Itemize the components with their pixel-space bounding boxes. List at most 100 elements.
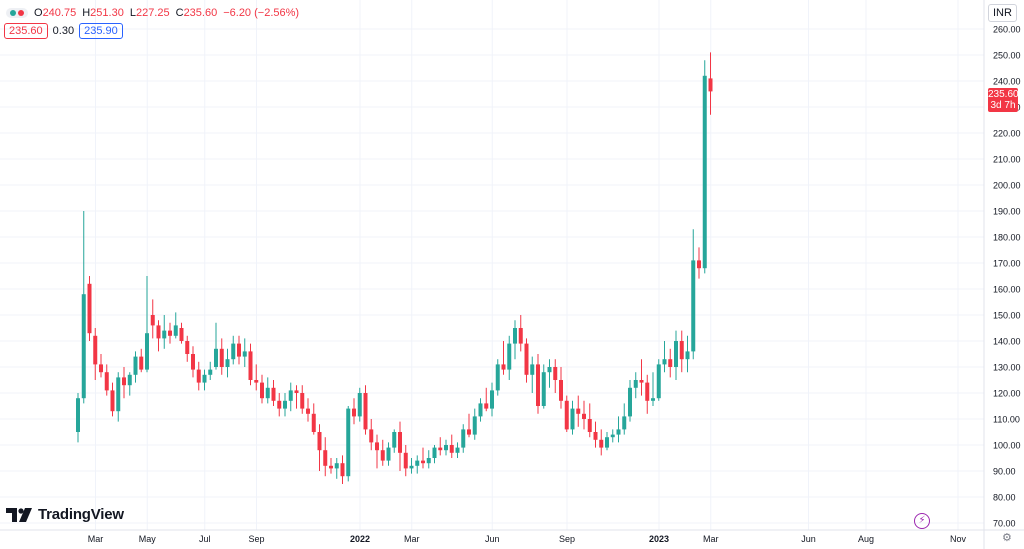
candle-body	[265, 387, 270, 399]
candle-body	[386, 447, 391, 461]
candle-body	[691, 260, 696, 352]
candle-body	[668, 359, 673, 367]
candle-body	[421, 460, 425, 464]
candle-body	[357, 393, 362, 417]
y-tick-label: 170.00	[993, 259, 1021, 269]
candle-body	[645, 382, 650, 401]
candle-body	[490, 390, 494, 409]
y-tick-label: 220.00	[993, 129, 1021, 139]
candle-body	[311, 413, 316, 432]
candle-body	[363, 393, 368, 430]
candle-body	[380, 450, 385, 461]
x-tick-label: Mar	[703, 534, 719, 544]
candle-body	[455, 447, 460, 453]
y-tick-label: 120.00	[993, 389, 1021, 399]
visibility-toggle-icon[interactable]	[6, 8, 28, 18]
x-tick-label: Sep	[248, 534, 264, 544]
candle-body	[173, 325, 178, 336]
candle-body	[467, 429, 471, 435]
y-tick-label: 70.00	[993, 519, 1016, 529]
candle-body	[104, 372, 109, 391]
spread-value: 0.30	[52, 25, 75, 37]
candle-body	[242, 351, 247, 357]
y-tick-label: 180.00	[993, 233, 1021, 243]
legend-open: O240.75	[34, 7, 77, 19]
legend-close: C235.60	[175, 7, 218, 19]
x-tick-label: May	[139, 534, 157, 544]
candle-body	[127, 374, 132, 386]
tradingview-logo-icon	[6, 507, 32, 522]
y-tick-label: 210.00	[993, 155, 1021, 165]
candle-body	[633, 380, 638, 388]
candle-body	[679, 341, 684, 360]
candle-body	[145, 333, 149, 370]
legend-change: −6.20 (−2.56%)	[223, 7, 300, 19]
candle-body	[484, 403, 489, 409]
y-tick-label: 190.00	[993, 207, 1021, 217]
candle-body	[582, 413, 586, 419]
candle-body	[277, 400, 282, 409]
candle-body	[639, 380, 644, 383]
candle-body	[179, 328, 184, 341]
bid-ask-row: 235.60 0.30 235.90	[4, 23, 123, 39]
candle-body	[438, 447, 443, 451]
candle-body	[254, 380, 259, 383]
candle-body	[122, 377, 126, 386]
candle-body	[116, 377, 121, 412]
candle-body	[225, 359, 230, 367]
candle-body	[432, 447, 437, 458]
candle-body	[685, 351, 690, 360]
last-price-value: 235.60	[988, 89, 1019, 100]
y-tick-label: 150.00	[993, 311, 1021, 321]
currency-selector[interactable]: INR	[988, 4, 1017, 22]
settings-gear-icon[interactable]: ⚙	[1002, 532, 1012, 544]
candle-body	[472, 416, 477, 435]
candle-body	[426, 458, 431, 464]
candle-body	[513, 328, 517, 344]
candle-body	[340, 463, 345, 477]
y-tick-label: 110.00	[993, 415, 1020, 425]
y-tick-label: 240.00	[993, 77, 1021, 87]
y-tick-label: 140.00	[993, 337, 1021, 347]
candle-body	[248, 351, 253, 380]
ask-price-button[interactable]: 235.90	[79, 23, 123, 39]
candle-body	[150, 315, 155, 326]
candle-body	[495, 364, 500, 391]
candle-body	[449, 445, 454, 453]
lightning-icon[interactable]: ⚡	[914, 513, 930, 529]
candle-body	[306, 408, 310, 414]
x-tick-label: Jun	[485, 534, 500, 544]
candle-body	[593, 432, 598, 440]
candle-body	[392, 432, 397, 448]
candle-body	[191, 354, 195, 370]
candle-body	[559, 380, 563, 401]
candle-body	[139, 356, 144, 370]
y-tick-label: 130.00	[993, 363, 1021, 373]
candle-body	[133, 356, 138, 375]
tradingview-logo[interactable]: TradingView	[6, 506, 124, 523]
candle-body	[202, 374, 207, 383]
bid-price-button[interactable]: 235.60	[4, 23, 48, 39]
candle-body	[576, 408, 581, 414]
candle-body	[76, 398, 80, 432]
x-tick-label: 2023	[649, 534, 669, 544]
x-tick-label: Jun	[801, 534, 816, 544]
candle-body	[110, 390, 115, 412]
candle-body	[599, 439, 604, 448]
candle-body	[288, 390, 293, 401]
candle-body	[260, 382, 264, 399]
candle-body	[708, 78, 713, 92]
candle-body	[553, 367, 558, 380]
logo-text: TradingView	[38, 506, 124, 523]
candle-body	[219, 348, 224, 367]
candle-body	[231, 343, 236, 360]
candle-body	[518, 328, 523, 344]
candle-body	[478, 403, 483, 417]
candle-body	[346, 408, 351, 477]
candle-body	[300, 393, 305, 409]
legend-low: L227.25	[129, 7, 170, 19]
candle-body	[524, 343, 529, 375]
last-price-label: 235.60 3d 7h	[988, 88, 1019, 112]
candle-body	[87, 283, 92, 334]
